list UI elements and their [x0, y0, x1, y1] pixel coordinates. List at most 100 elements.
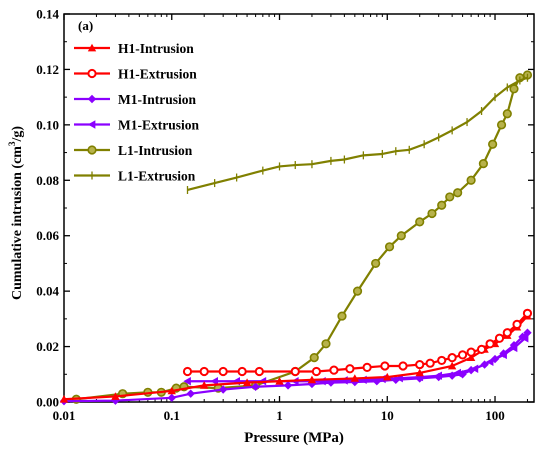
data-point — [384, 242, 395, 252]
data-point — [457, 350, 468, 360]
data-point-ring — [371, 258, 381, 269]
data-point — [478, 159, 488, 169]
data-point — [199, 381, 209, 389]
series-line — [63, 315, 529, 401]
axis-ticks: 0.01 0.1 1 10 100 0.00 0.02 0.04 0.06 0.08 0.10 0.1… — [36, 7, 534, 423]
data-point — [251, 382, 260, 391]
legend-label: M1-Extrusion — [118, 118, 199, 133]
data-point — [520, 334, 529, 343]
data-point — [496, 120, 507, 130]
data-point — [434, 371, 443, 380]
data-point — [415, 217, 425, 227]
data-point — [512, 319, 522, 329]
x-tick-label: 1 — [276, 408, 283, 423]
data-point — [466, 175, 476, 185]
data-point — [337, 311, 347, 321]
data-point — [254, 366, 264, 377]
data-point — [186, 389, 195, 398]
data-point — [283, 381, 293, 390]
data-point — [87, 94, 97, 104]
data-point — [87, 68, 97, 79]
data-point — [307, 375, 317, 384]
legend-entry: M1-Intrusion — [74, 92, 196, 107]
legend-label: L1-Extrusion — [118, 169, 196, 184]
x-axis-title: Pressure (MPa) — [244, 430, 344, 446]
data-point-ring — [453, 188, 463, 198]
data-point — [415, 359, 425, 370]
data-point — [447, 353, 457, 363]
series-l1-extrusion — [186, 73, 529, 194]
panel-label: (a) — [78, 18, 93, 33]
series-line — [187, 76, 528, 192]
data-point — [509, 343, 518, 353]
data-point — [218, 385, 228, 394]
x-tick-label: 0.01 — [53, 408, 76, 423]
data-point-ring — [309, 353, 319, 363]
data-point — [466, 347, 476, 357]
data-point — [427, 208, 437, 219]
data-point — [499, 350, 507, 360]
y-tick-label: 0.04 — [36, 284, 59, 299]
data-point — [470, 364, 479, 373]
legend-entry: H1-Extrusion — [74, 67, 197, 82]
x-tick-label: 100 — [485, 408, 505, 423]
data-point — [383, 372, 392, 381]
data-point — [447, 361, 457, 370]
data-point-ring — [384, 242, 395, 252]
data-point — [290, 366, 300, 377]
y-tick-label: 0.06 — [36, 228, 59, 243]
legend-label: L1-Intrusion — [118, 143, 193, 158]
data-point-ring — [509, 84, 519, 94]
data-point-ring — [488, 139, 498, 149]
data-point-ring — [321, 339, 331, 349]
legend-label: M1-Intrusion — [118, 92, 196, 107]
data-point — [345, 364, 355, 374]
data-point — [111, 392, 120, 400]
data-point — [437, 200, 447, 210]
data-point — [518, 332, 527, 342]
data-point — [59, 395, 69, 403]
data-point — [371, 258, 381, 269]
data-point — [87, 120, 96, 129]
data-point — [522, 308, 533, 318]
data-point — [218, 366, 228, 377]
legend: H1-Intrusion H1-Extrusion M1-Intrusion M1-E… — [74, 41, 199, 184]
data-point — [167, 386, 176, 395]
y-axis-title: Cumulative intrusion (cm3/g) — [7, 126, 25, 300]
data-point — [415, 368, 424, 377]
data-point-ring — [445, 192, 455, 202]
data-point — [437, 355, 447, 366]
data-point-ring — [415, 217, 425, 227]
data-point — [362, 362, 372, 372]
data-point-ring — [87, 145, 97, 155]
data-point — [183, 377, 191, 386]
data-point — [309, 353, 319, 363]
legend-label: H1-Intrusion — [118, 41, 194, 56]
data-point-ring — [337, 311, 347, 321]
data-point — [466, 353, 476, 362]
data-point — [329, 365, 339, 375]
data-point — [167, 393, 176, 403]
data-point-ring — [502, 109, 512, 119]
data-point — [425, 358, 435, 368]
data-point — [502, 328, 512, 338]
legend-entry: L1-Extrusion — [74, 169, 196, 184]
data-point — [485, 339, 495, 349]
data-point — [502, 109, 512, 119]
x-tick-label: 0.1 — [164, 408, 180, 423]
data-point — [476, 344, 487, 354]
data-point — [237, 366, 247, 377]
data-point — [494, 333, 505, 343]
data-point-ring — [496, 120, 507, 130]
data-point-ring — [427, 208, 437, 219]
data-point — [87, 43, 97, 52]
data-point — [396, 231, 406, 241]
data-point — [199, 366, 209, 377]
x-tick-label: 10 — [381, 408, 394, 423]
y-tick-label: 0.00 — [36, 395, 59, 410]
series-layer — [59, 70, 533, 406]
y-axis-title-tail: /g) — [10, 126, 25, 143]
y-axis-title-sup: 3 — [7, 141, 17, 146]
y-axis-title-main: Cumulative intrusion (cm — [10, 146, 25, 300]
